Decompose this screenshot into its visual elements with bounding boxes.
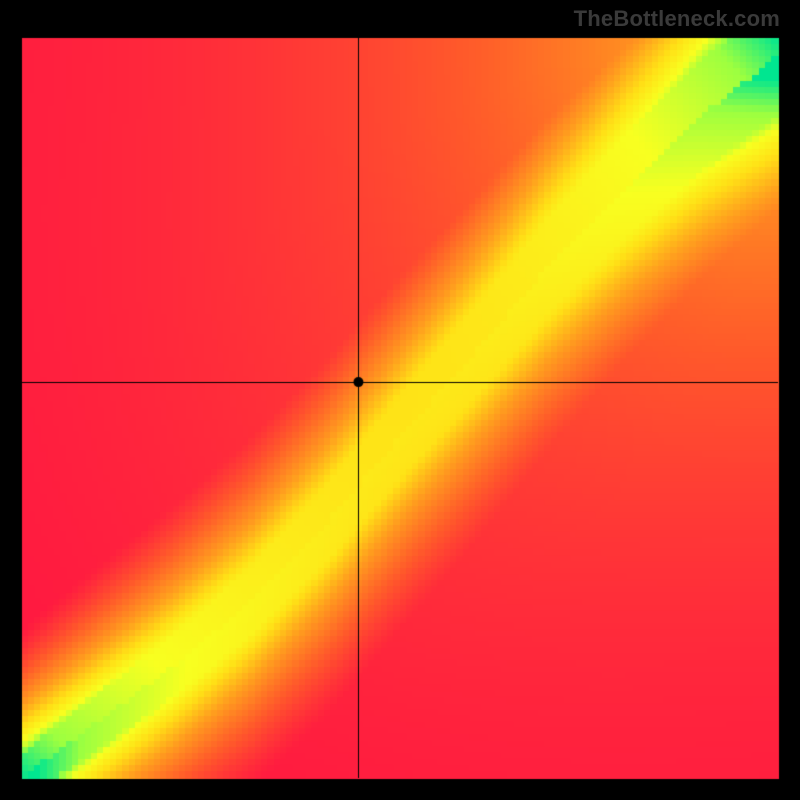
chart-container: TheBottleneck.com <box>0 0 800 800</box>
bottleneck-heatmap <box>0 0 800 800</box>
watermark-text: TheBottleneck.com <box>574 6 780 32</box>
